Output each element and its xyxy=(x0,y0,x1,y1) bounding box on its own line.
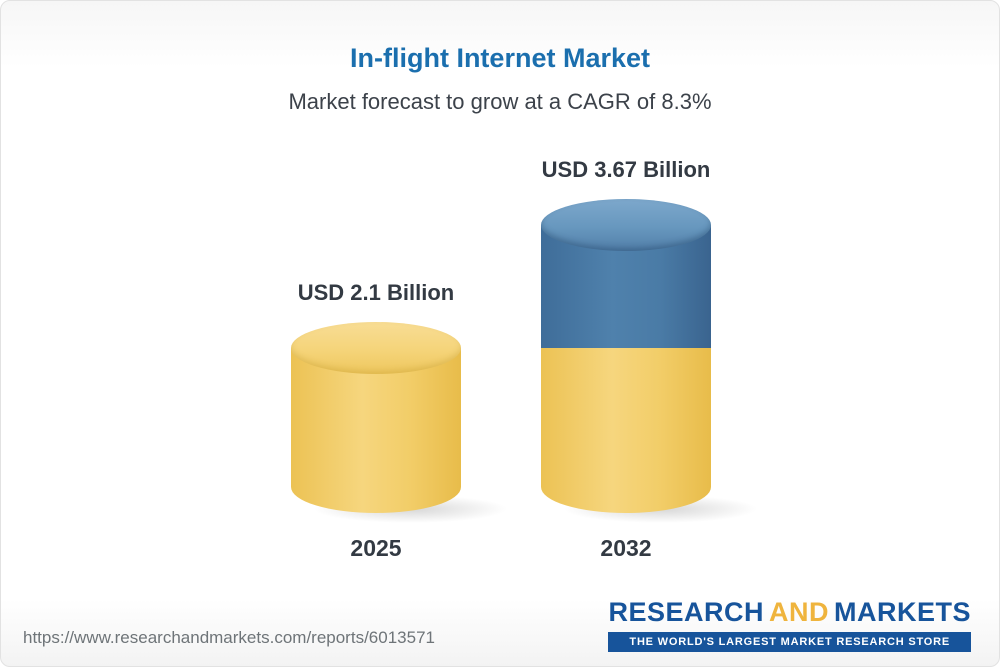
cylinder-2032-top-cap xyxy=(541,199,711,251)
year-label-2032: 2032 xyxy=(600,535,652,561)
cylinder-2025 xyxy=(291,322,508,523)
logo-word-markets: MARKETS xyxy=(834,597,971,627)
logo-wordmark: RESEARCH AND MARKETS xyxy=(608,597,971,628)
logo-word-research: RESEARCH xyxy=(608,597,764,627)
year-label-2025: 2025 xyxy=(350,535,402,561)
bar-2032-base-body xyxy=(541,348,711,513)
research-and-markets-logo[interactable]: RESEARCH AND MARKETS THE WORLD'S LARGEST M… xyxy=(608,597,971,652)
report-url-link[interactable]: https://www.researchandmarkets.com/repor… xyxy=(23,628,435,647)
chart-subtitle: Market forecast to grow at a CAGR of 8.3… xyxy=(288,89,712,114)
cylinder-2025-top-cap xyxy=(291,322,461,374)
value-label-2025: USD 2.1 Billion xyxy=(297,280,455,305)
chart-title: In-flight Internet Market xyxy=(349,43,650,73)
bar-2025-body xyxy=(291,348,461,513)
cylinder-2032 xyxy=(541,199,758,523)
value-label-2032: USD 3.67 Billion xyxy=(541,157,711,182)
logo-word-and: AND xyxy=(769,597,829,627)
logo-tagline: THE WORLD'S LARGEST MARKET RESEARCH STOR… xyxy=(608,632,971,652)
bar-group-2025: USD 2.1 Billion 2025 xyxy=(291,280,508,562)
bar-group-2032: USD 3.67 Billion 2032 xyxy=(541,157,758,562)
